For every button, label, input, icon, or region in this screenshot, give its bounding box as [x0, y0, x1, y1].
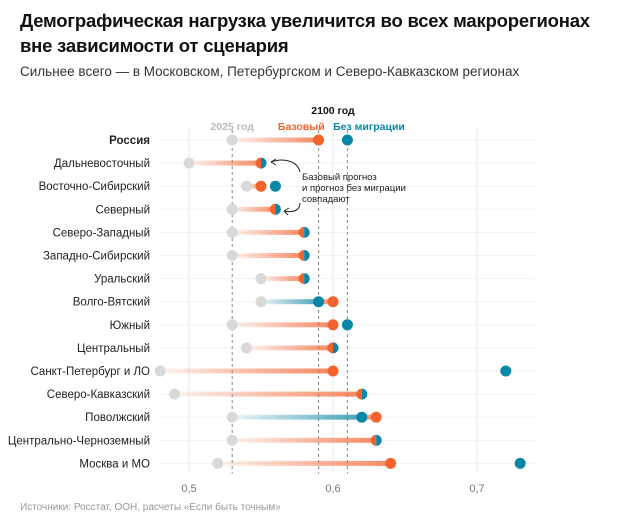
point-no-migration-half [361, 388, 368, 400]
title-line-2: вне зависимости от сценария [20, 35, 289, 56]
point-2025 [226, 226, 238, 238]
point-no-migration-half [304, 273, 310, 285]
arrowhead-icon [270, 158, 277, 166]
arrowhead-icon [283, 207, 290, 216]
dumbbell-line [232, 414, 362, 420]
annotation-text: Базовый прогноз [302, 172, 377, 183]
title-line-1: Демографическая нагрузка увеличится во в… [20, 10, 590, 31]
point-no-migration-half [304, 226, 310, 238]
category-label: Россия [109, 135, 150, 147]
category-label: Дальневосточный [54, 158, 150, 170]
dumbbell-line [246, 183, 261, 189]
point-2025 [255, 273, 267, 285]
point-base-half [298, 250, 305, 261]
point-no-migration-half [333, 342, 339, 354]
category-label: Западно-Сибирский [43, 251, 150, 263]
point-base-half [370, 434, 377, 446]
point-no-migration [313, 296, 325, 308]
point-no-migration [341, 319, 353, 331]
point-2025 [226, 319, 238, 331]
point-no-migration-half [376, 434, 382, 446]
chart-title: Демографическая нагрузка увеличится во в… [20, 8, 620, 58]
category-label: Санкт-Петербург и ЛО [31, 366, 151, 378]
point-2025 [169, 388, 181, 400]
dumbbell-line [232, 437, 377, 443]
dumbbell-line [189, 160, 261, 166]
point-2025 [212, 457, 224, 469]
point-base-half [298, 226, 305, 238]
dumbbell-line [246, 345, 333, 351]
category-label: Северо-Западный [53, 227, 150, 239]
point-no-migration [500, 365, 512, 377]
point-2025 [226, 434, 238, 446]
point-2025 [226, 411, 238, 423]
x-tick-label: 0,6 [325, 483, 340, 495]
category-label: Северный [95, 204, 150, 216]
chart-subtitle: Сильнее всего — в Московском, Петербургс… [20, 64, 520, 79]
dumbbell-line [232, 229, 305, 235]
point-base-half [269, 203, 276, 215]
category-label: Южный [110, 320, 150, 332]
point-2025 [241, 180, 253, 192]
point-2025 [226, 250, 238, 261]
dumbbell-line [261, 276, 305, 282]
dumbbell-line [232, 322, 333, 328]
category-label: Поволжский [85, 412, 150, 424]
annotation-arrow [283, 202, 301, 213]
dumbbell-line [232, 253, 305, 258]
dumbbell-line [217, 460, 391, 466]
point-base [370, 411, 382, 423]
point-no-migration [356, 411, 368, 423]
point-base [327, 365, 339, 377]
dumbbell-line [174, 391, 362, 397]
point-2025 [255, 296, 267, 308]
annotation-text: и прогноз без миграции [302, 183, 406, 194]
point-base [313, 134, 325, 146]
point-base [385, 457, 397, 469]
category-label: Москва и МО [79, 458, 150, 470]
annotation-arrow [270, 159, 301, 173]
category-label: Северо-Кавказский [47, 389, 150, 401]
category-label: Восточно-Сибирский [39, 181, 150, 193]
dumbbell-line [160, 368, 333, 374]
dumbbell-line [232, 206, 276, 212]
category-label: Уральский [94, 274, 150, 286]
point-base-half [327, 342, 333, 354]
point-2025 [226, 203, 238, 215]
point-base [255, 180, 267, 192]
point-base [327, 296, 339, 308]
legend-no-migration: Без миграции [333, 121, 405, 133]
point-base-half [255, 157, 261, 169]
point-2025 [154, 365, 166, 377]
dumbbell-line [261, 299, 319, 305]
source-note: Источники: Росстат, ООН, расчеты «Если б… [20, 502, 281, 513]
category-label: Волго-Вятский [73, 297, 150, 309]
point-no-migration-half [261, 157, 267, 169]
x-tick-label: 0,5 [181, 483, 196, 495]
point-2025 [226, 134, 238, 146]
dumbbell-line [232, 137, 319, 143]
point-2025 [183, 157, 195, 169]
point-2025 [241, 342, 253, 354]
point-no-migration [341, 134, 353, 146]
legend-group-label: 2100 год [311, 105, 355, 117]
point-base-half [298, 273, 305, 285]
category-label: Центрально-Черноземный [8, 435, 150, 447]
legend-base: Базовый [278, 121, 325, 133]
point-no-migration [269, 180, 281, 192]
point-no-migration-half [304, 250, 310, 261]
legend-2025: 2025 год [210, 121, 254, 133]
point-base [327, 319, 339, 331]
point-no-migration-half [275, 203, 281, 215]
point-no-migration [514, 457, 526, 469]
annotation-text: совпадают [302, 194, 350, 205]
x-tick-label: 0,7 [469, 483, 484, 495]
category-label: Центральный [77, 343, 150, 355]
point-base-half [356, 388, 362, 400]
